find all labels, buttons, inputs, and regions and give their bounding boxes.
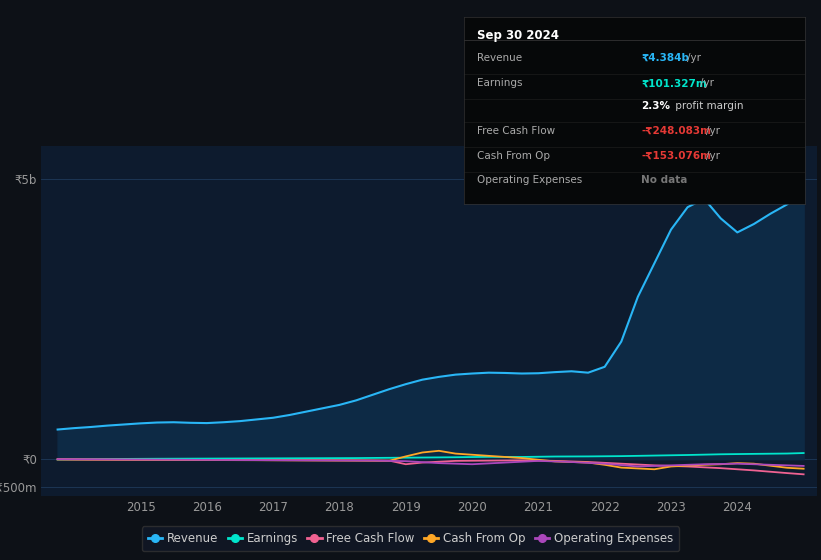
Text: profit margin: profit margin [672,101,743,111]
Text: -₹248.083m: -₹248.083m [641,126,711,136]
Text: -₹153.076m: -₹153.076m [641,151,711,161]
Text: ₹101.327m: ₹101.327m [641,78,707,88]
Text: Cash From Op: Cash From Op [478,151,551,161]
Text: Revenue: Revenue [478,53,523,63]
Text: Free Cash Flow: Free Cash Flow [478,126,556,136]
Text: /yr: /yr [687,53,701,63]
Text: /yr: /yr [706,126,720,136]
Text: Sep 30 2024: Sep 30 2024 [478,29,559,42]
Text: Operating Expenses: Operating Expenses [478,175,583,185]
Legend: Revenue, Earnings, Free Cash Flow, Cash From Op, Operating Expenses: Revenue, Earnings, Free Cash Flow, Cash … [142,526,679,551]
Text: /yr: /yr [699,78,713,88]
Text: 2.3%: 2.3% [641,101,670,111]
Text: /yr: /yr [706,151,720,161]
Text: No data: No data [641,175,687,185]
Text: ₹4.384b: ₹4.384b [641,53,689,63]
Text: Earnings: Earnings [478,78,523,88]
